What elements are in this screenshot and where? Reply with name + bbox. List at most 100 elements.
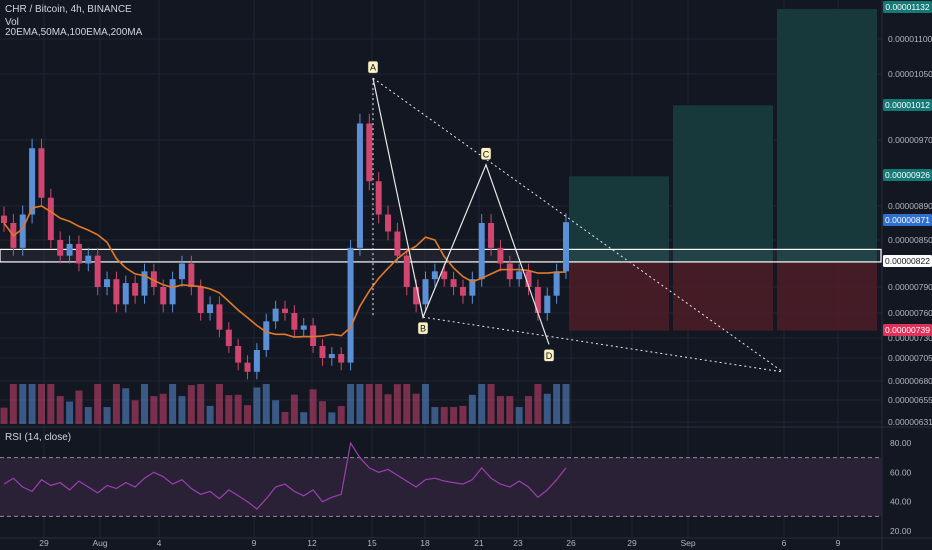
candle-body [169, 279, 176, 305]
candle-body [104, 279, 111, 287]
pattern-point-label: D [546, 351, 553, 361]
volume-bar [318, 401, 326, 424]
volume-bar [47, 384, 55, 424]
price-tick-label: 0.00000970 [888, 135, 932, 145]
candle-body [375, 181, 382, 215]
candle-body [347, 247, 354, 363]
candle-body [431, 271, 438, 280]
volume-bar [553, 384, 561, 424]
candle-body [188, 263, 195, 287]
volume-bar [412, 393, 420, 424]
candle-body [422, 279, 429, 305]
volume-bar [543, 393, 551, 424]
volume-bar [178, 396, 186, 424]
volume-bar [515, 407, 523, 424]
moving-average-line [3, 205, 567, 338]
volume-bar [0, 407, 8, 424]
stop-zone [777, 261, 877, 331]
candle-body [328, 354, 335, 358]
rsi-band [0, 457, 882, 517]
price-tag-label: 0.00000871 [885, 215, 930, 225]
candle-body [450, 279, 457, 287]
volume-bar [28, 384, 36, 424]
rsi-legend[interactable]: RSI (14, close) [5, 432, 72, 443]
time-tick-label: 6 [782, 538, 787, 548]
time-tick-label: 21 [474, 538, 484, 548]
volume-bar [347, 384, 355, 424]
candle-body [235, 346, 242, 363]
volume-bar [103, 407, 111, 424]
candle-body [29, 148, 36, 215]
pattern-point-label: C [483, 149, 490, 159]
target-zone [673, 105, 773, 262]
volume-bar [19, 384, 27, 424]
candle-body [1, 215, 7, 223]
time-tick-label: 4 [157, 538, 162, 548]
candle-body [225, 329, 232, 346]
price-tag [883, 214, 932, 226]
candle-body [57, 240, 64, 256]
volume-bar [422, 384, 429, 424]
volume-bar [384, 394, 392, 424]
symbol-title[interactable]: CHR / Bitcoin, 4h, BINANCE [5, 4, 132, 15]
stop-zone [673, 261, 773, 331]
candle-body [216, 304, 223, 330]
price-tag-label: 0.00001132 [885, 2, 930, 12]
price-tag [883, 99, 932, 111]
volume-bar [300, 412, 308, 424]
candle-body [516, 271, 523, 280]
volume-bar [131, 400, 139, 424]
volume-bars [0, 384, 570, 424]
candle-body [85, 255, 92, 264]
abcd-pattern[interactable]: A B C D [367, 60, 784, 373]
time-tick-label: 15 [367, 538, 377, 548]
price-tick-label: 0.00000760 [888, 308, 932, 318]
time-axis[interactable]: 29 Aug 4 9 12 15 18 21 23 26 29 Sep 6 9 [39, 538, 840, 548]
price-tick-label: 0.00000631 [888, 417, 932, 427]
candle-body [75, 243, 82, 264]
candle-body [310, 325, 317, 346]
volume-bar [37, 384, 45, 424]
rsi-tick-label: 40.00 [890, 497, 912, 507]
time-tick-label: 9 [252, 538, 257, 548]
volume-bar [244, 405, 252, 424]
volume-bar [262, 384, 270, 424]
candle-body [506, 263, 513, 280]
indicators-legend[interactable]: 20EMA,50MA,100EMA,200MA [5, 27, 143, 38]
volume-bar [225, 395, 233, 424]
pattern-point-marker [543, 349, 555, 362]
candle-body [207, 304, 214, 313]
volume-bar [478, 384, 486, 424]
pattern-point-label: B [420, 324, 426, 334]
volume-legend[interactable]: Vol [5, 17, 19, 28]
candle-body [441, 271, 448, 280]
candle-body [459, 287, 466, 296]
volume-bar [197, 384, 205, 424]
volume-bar [253, 387, 261, 424]
price-tag-label: 0.00000739 [885, 325, 930, 335]
candle-body [94, 255, 101, 287]
volume-bar [309, 389, 317, 424]
volume-bar [440, 407, 448, 424]
candle-body [534, 287, 541, 313]
volume-bar [122, 388, 130, 424]
candle-body [525, 271, 532, 287]
rsi-tick-label: 60.00 [890, 467, 912, 477]
price-axis[interactable]: 80.00 60.00 40.00 20.00 0.00001100 0.00001050… [883, 1, 932, 536]
price-tick-label: 0.00000705 [888, 353, 932, 363]
candle-body [47, 197, 54, 240]
volume-bar [169, 384, 177, 424]
volume-bar [496, 396, 504, 424]
price-tick-label: 0.00000730 [888, 333, 932, 343]
volume-bar [56, 396, 64, 424]
volume-bar [337, 405, 345, 424]
candle-body [160, 287, 167, 305]
pattern-point-label: A [370, 63, 376, 73]
candle-body [469, 279, 476, 296]
candle-body [300, 325, 307, 330]
time-tick-label: 23 [513, 538, 523, 548]
candle-body [19, 214, 26, 248]
lower-trendline [422, 316, 784, 373]
rsi-pane [0, 441, 882, 517]
